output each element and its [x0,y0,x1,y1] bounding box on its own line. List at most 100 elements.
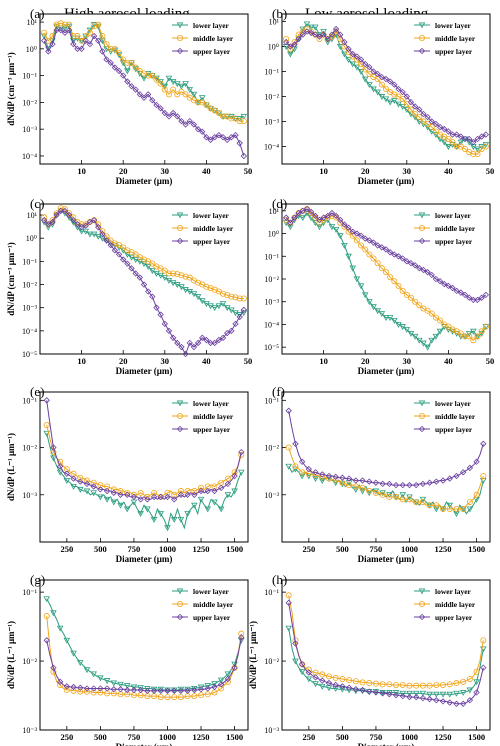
data-point [478,328,485,335]
legend-label-middle: middle layer [435,600,476,609]
data-point [50,668,57,675]
data-point [195,99,202,106]
data-point [428,337,436,344]
data-point [382,315,390,322]
legend-label-lower: lower layer [193,399,230,408]
y-tick-label: 10⁻² [264,444,279,453]
data-point [295,213,302,220]
data-point [43,637,50,644]
data-point [426,682,433,689]
series-upper [285,599,487,707]
data-point [111,45,118,52]
data-point [399,690,407,697]
x-tick-label: 20 [361,166,370,176]
data-point [90,689,97,696]
data-point [299,469,306,476]
data-point [470,138,477,146]
data-point [303,205,311,213]
y-tick-label: 10⁰ [26,234,37,243]
data-point [99,230,106,238]
data-point [332,212,340,220]
data-point [169,334,177,341]
data-point [357,56,365,63]
data-point [150,516,158,523]
data-point [186,117,193,125]
data-point [217,681,225,688]
x-tick-label: 30 [161,356,170,366]
data-point [432,275,440,283]
data-point [194,339,202,347]
panel-h: 250 500 750 1000 1250 1500 10⁻¹ 10⁻² 10⁻³ Diamete… [248,572,491,746]
data-point [291,214,298,221]
data-point [449,284,456,292]
data-point [287,43,294,50]
x-tick-label: 50 [486,166,495,176]
data-point [295,209,302,217]
x-tick-label: 20 [119,166,128,176]
data-point [407,259,415,267]
x-tick-label: 40 [202,356,211,366]
data-point [303,28,311,35]
data-point [178,284,185,291]
series-line-upper [288,410,484,486]
data-point [345,57,352,64]
data-point [337,216,344,224]
x-tick-label: 1000 [159,544,176,554]
data-point [282,214,290,221]
data-point [349,228,356,235]
data-point [328,224,336,231]
data-point [40,37,48,44]
data-point [240,113,248,120]
data-point [70,217,77,224]
series-upper [40,207,248,358]
legend-marker-middle [176,412,183,419]
data-point [218,685,225,692]
data-point [292,658,299,665]
data-point [174,339,181,347]
legend-marker-lower [418,22,426,29]
data-point [99,48,106,55]
data-point [466,464,474,472]
data-point [359,686,366,694]
data-point [312,476,319,483]
data-point [449,131,456,138]
data-point [117,681,124,688]
data-point [186,87,194,94]
data-point [362,60,369,68]
data-point [164,687,171,694]
data-point [433,502,440,509]
data-point [345,45,352,53]
data-point [372,680,379,687]
data-point [324,39,332,46]
data-point [482,131,490,138]
data-point [74,45,81,53]
data-point [115,251,123,258]
data-point [478,133,485,140]
y-axis-label: dN/dP (cm⁻³ μm⁻¹) [6,242,16,316]
data-point [177,687,185,694]
data-point [319,471,326,478]
data-point [420,340,427,347]
data-point [482,323,489,330]
x-tick-label: 500 [94,732,107,742]
data-point [171,491,178,498]
data-point [204,483,211,490]
data-point [287,51,294,58]
y-tick-label: 10⁻³ [264,726,279,735]
data-point [426,691,433,698]
data-point [83,480,91,488]
data-point [432,120,440,128]
x-tick-label: 30 [403,356,412,366]
data-point [370,86,377,93]
data-point [466,675,473,682]
data-point [224,671,232,678]
data-point [86,231,94,238]
series-line-upper [285,28,487,143]
data-point [49,217,56,224]
legend-label-lower: lower layer [435,21,472,30]
data-point [436,278,444,285]
panel-b: 10 20 30 40 50 10¹ 10⁰ 10⁻¹ 10⁻² 10⁻³ 10⁻⁴ Diameter… [264,6,494,186]
data-point [45,37,52,44]
series-line-upper [43,210,245,356]
data-point [157,80,164,87]
